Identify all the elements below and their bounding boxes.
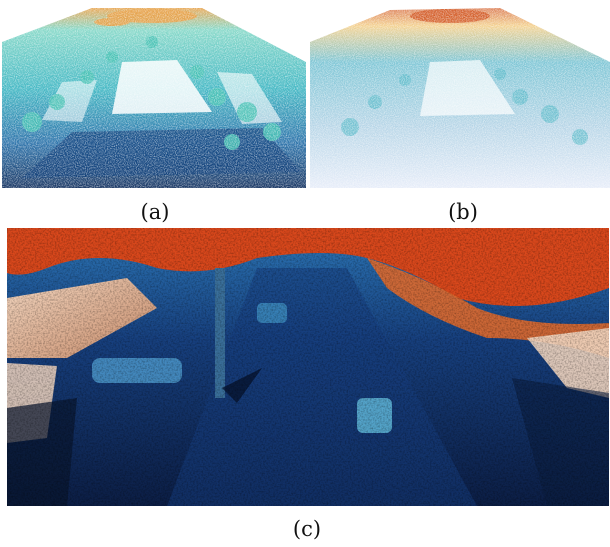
figure-panel-c — [7, 228, 609, 506]
caption-c: (c) — [292, 517, 322, 541]
figure-panel-a — [2, 2, 306, 188]
depth-render-image-c — [7, 228, 609, 506]
caption-b: (b) — [448, 200, 478, 224]
point-cloud-image-b — [310, 2, 610, 188]
caption-a: (a) — [140, 200, 170, 224]
figure-panel-b — [310, 2, 610, 188]
point-cloud-image-a — [2, 2, 306, 188]
